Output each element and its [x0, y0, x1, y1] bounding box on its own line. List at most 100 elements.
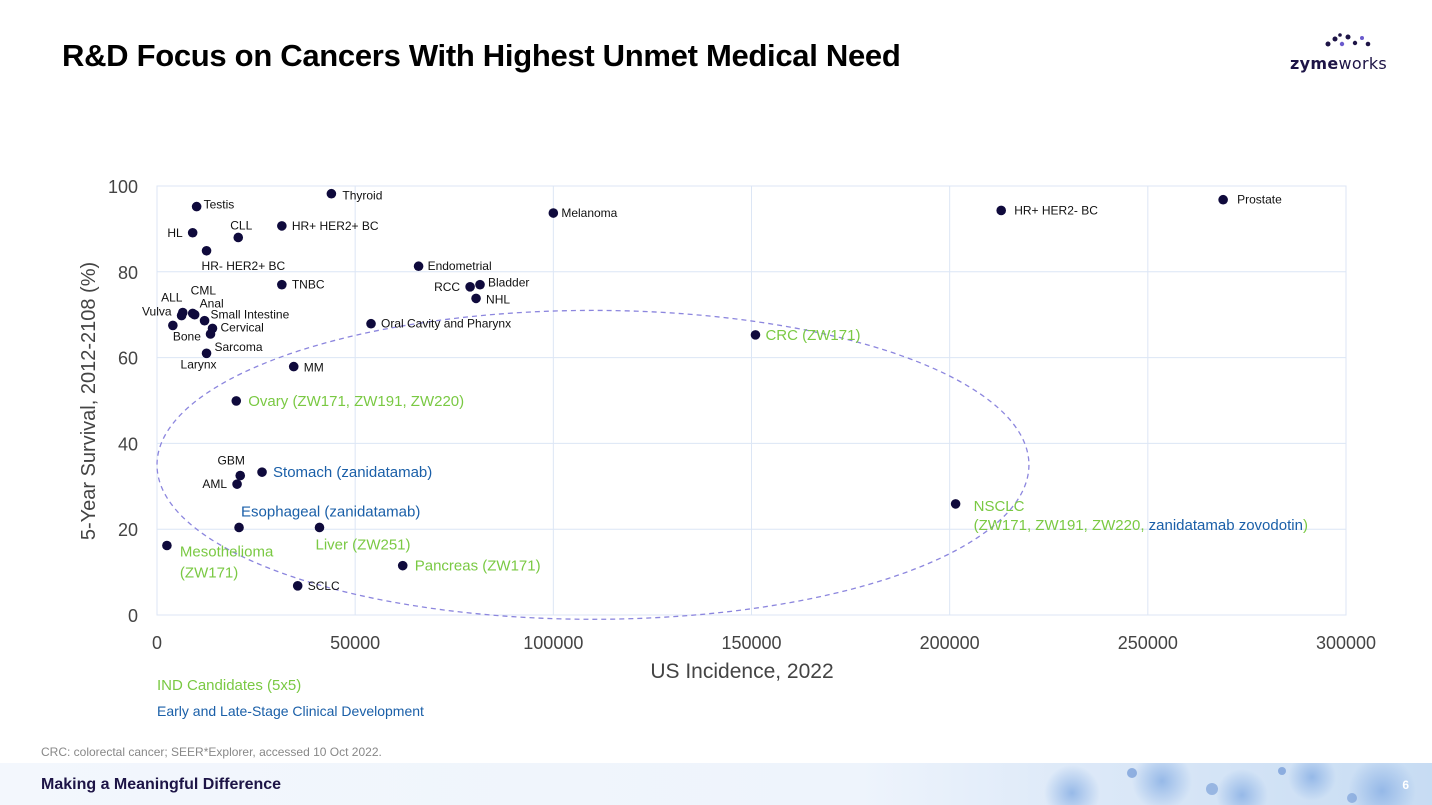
data-point [257, 467, 267, 477]
label-segment: (ZW171, ZW191, ZW220, [974, 517, 1149, 534]
data-point [996, 205, 1006, 216]
point-label: Melanoma [561, 206, 617, 220]
point-label: RCC [434, 280, 460, 294]
legend-ind-candidates: IND Candidates (5x5) [157, 677, 302, 694]
point-label: Vulva [142, 305, 172, 319]
logo-dots-icon [1325, 33, 1371, 47]
point-label: CML [191, 283, 217, 297]
data-point [168, 320, 178, 331]
footnote: CRC: colorectal cancer; SEER*Explorer, a… [41, 745, 382, 759]
data-point [162, 540, 172, 551]
zymeworks-logo: zymeworks [1290, 32, 1408, 74]
x-tick-label: 200000 [920, 633, 980, 653]
point-label: GBM [218, 454, 245, 468]
data-point [199, 315, 210, 326]
y-tick-label: 40 [118, 434, 138, 454]
y-tick-label: 80 [118, 263, 138, 283]
data-point [191, 201, 202, 212]
point-label: ALL [161, 291, 183, 305]
scatter-chart: 0 50000 100000 150000 200000 250000 300000 0 20 4… [78, 177, 1376, 683]
data-point [176, 310, 187, 321]
point-label: HR+ HER2- BC [1014, 203, 1098, 217]
footer-tagline: Making a Meaningful Difference [41, 776, 282, 793]
point-label: Endometrial [428, 259, 492, 273]
point-label: Anal [200, 297, 224, 311]
point-label: Liver (ZW251) [315, 536, 410, 553]
data-point [366, 318, 376, 329]
point-label: Mesothelioma [180, 544, 274, 561]
point-label: Larynx [181, 357, 217, 371]
x-tick-label: 250000 [1118, 633, 1178, 653]
y-tick-label: 60 [118, 349, 138, 369]
point-label: Bone [173, 329, 201, 343]
y-axis-title: 5-Year Survival, 2012-2108 (%) [78, 262, 100, 540]
point-label: Oral Cavity and Pharynx [381, 317, 511, 331]
label-segment: ) [1303, 517, 1308, 534]
point-label: Esophageal (zanidatamab) [241, 503, 420, 520]
data-point [413, 261, 424, 272]
data-point [397, 560, 408, 571]
data-point [205, 329, 216, 339]
y-tick-label: 100 [108, 177, 138, 197]
point-label: Pancreas (ZW171) [415, 558, 541, 575]
point-label: NHL [486, 292, 510, 306]
data-point [471, 293, 481, 304]
point-label: Prostate [1237, 193, 1282, 207]
x-tick-label: 50000 [330, 633, 380, 653]
data-point [288, 361, 299, 372]
data-point [277, 279, 287, 290]
point-label: TNBC [292, 278, 325, 292]
data-point [950, 499, 961, 509]
point-label: CLL [230, 218, 252, 232]
molecule-decoration-icon [1044, 763, 1416, 805]
point-label: Testis [204, 198, 235, 212]
data-point [235, 470, 246, 481]
point-label-continuation: (ZW171) [180, 565, 238, 582]
data-point [201, 245, 212, 256]
plot-frame [156, 185, 1347, 616]
data-point [326, 188, 337, 199]
point-label-continuation: (ZW171, ZW191, ZW220, zanidatamab zovodo… [974, 517, 1308, 534]
point-label: Thyroid [342, 189, 382, 203]
x-tick-label: 300000 [1316, 633, 1376, 653]
unmet-need-ellipse [156, 309, 1030, 620]
point-label: SCLC [308, 579, 340, 593]
data-point [277, 221, 287, 231]
data-point [548, 208, 559, 218]
data-point [234, 522, 244, 533]
data-point [465, 282, 475, 292]
data-point [475, 279, 485, 290]
point-label: HR- HER2+ BC [202, 259, 286, 273]
label-segment: zanidatamab zovodotin [1149, 517, 1303, 534]
point-label: Ovary (ZW171, ZW191, ZW220) [248, 393, 464, 410]
data-point [750, 330, 761, 340]
point-label: Stomach (zanidatamab) [273, 464, 432, 481]
point-label: AML [202, 477, 227, 491]
point-label: HR+ HER2+ BC [292, 219, 379, 233]
point-label: Bladder [488, 276, 529, 290]
logo-wordmark: zymeworks [1290, 54, 1388, 73]
point-label: MM [304, 361, 324, 375]
point-label: Cervical [220, 320, 263, 334]
data-point [314, 522, 325, 533]
point-label: NSCLC [974, 498, 1025, 515]
point-label: HL [167, 226, 183, 240]
page-number: 6 [1402, 778, 1409, 792]
y-tick-label: 20 [118, 520, 138, 540]
footer-band: Making a Meaningful Difference 6 [0, 763, 1432, 805]
x-tick-label: 150000 [721, 633, 781, 653]
point-label: Small Intestine [211, 308, 290, 322]
data-point [232, 479, 242, 489]
point-label: CRC (ZW171) [765, 327, 860, 344]
x-tick-label: 100000 [523, 633, 583, 653]
data-point [201, 348, 212, 359]
data-point [1218, 194, 1228, 205]
data-point [292, 581, 303, 591]
legend-clinical-development: Early and Late-Stage Clinical Developmen… [157, 703, 424, 719]
x-axis-title: US Incidence, 2022 [650, 660, 833, 683]
data-point [187, 227, 198, 238]
slide-title: R&D Focus on Cancers With Highest Unmet … [62, 38, 901, 73]
x-tick-label: 0 [152, 633, 162, 653]
y-tick-label: 0 [128, 606, 138, 626]
data-point [189, 309, 200, 320]
